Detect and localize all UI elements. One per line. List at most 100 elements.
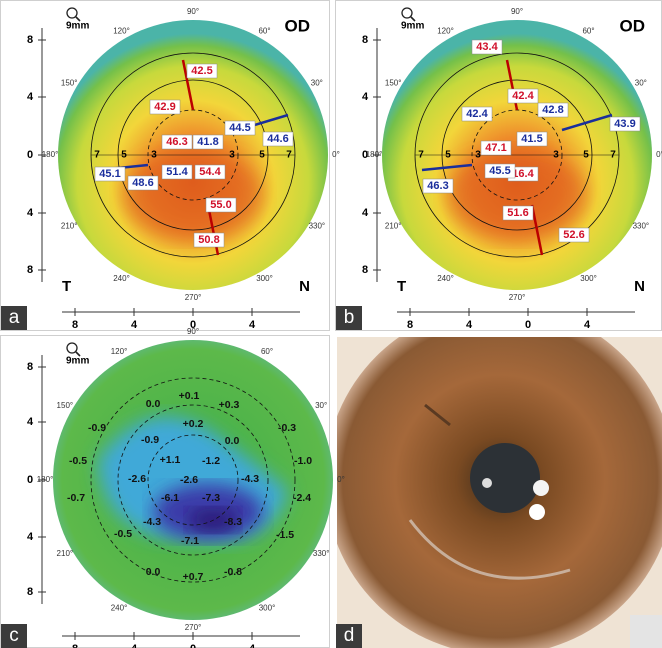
- panel: d: [336, 624, 362, 648]
- angle-label: 0°: [337, 475, 345, 484]
- angle-label: 270°: [185, 623, 202, 632]
- reading: -0.7: [67, 492, 85, 504]
- angle-label: 60°: [261, 347, 273, 356]
- reading: 45.1: [99, 168, 120, 180]
- reading: -6.1: [161, 492, 179, 504]
- reading: -7.3: [202, 492, 220, 504]
- ring-label: 7: [94, 150, 100, 161]
- reading: -4.3: [143, 516, 161, 528]
- axis-label: 4: [27, 207, 34, 219]
- reading: 42.4: [512, 90, 534, 102]
- zoom-label: 9mm: [66, 356, 89, 367]
- side-label: N: [634, 278, 645, 295]
- ring-label: 7: [286, 150, 292, 161]
- panel-letter: a: [9, 307, 20, 328]
- axis-label: 0: [190, 643, 196, 648]
- reading: -0.9: [88, 422, 106, 434]
- axis-label: 4: [362, 91, 369, 103]
- reading: -0.3: [278, 422, 296, 434]
- map-hotspot: [123, 150, 263, 240]
- reading: -2.6: [128, 473, 146, 485]
- ring-label: 5: [583, 150, 589, 161]
- angle-label: 240°: [111, 603, 128, 612]
- angle-label: 210°: [61, 222, 78, 231]
- axis-label: 8: [27, 264, 33, 276]
- reading: -2.6: [180, 474, 198, 486]
- angle-label: 120°: [113, 26, 130, 35]
- ring-label: 5: [259, 150, 265, 161]
- reading: 43.9: [614, 118, 635, 130]
- reading: -1.2: [202, 455, 220, 467]
- axis-label: 0: [27, 474, 33, 486]
- reading: -0.5: [69, 455, 87, 467]
- ring-label: 3: [229, 150, 235, 161]
- axis-label: 8: [407, 319, 413, 331]
- reading: 42.4: [466, 108, 488, 120]
- reading: -8.3: [224, 516, 242, 528]
- reading: -0.8: [224, 566, 242, 578]
- axis-label: 4: [249, 319, 256, 331]
- reading: 41.5: [521, 133, 542, 145]
- eye-label: OD: [285, 16, 311, 35]
- reading: -4.3: [241, 473, 259, 485]
- panel-letter: d: [344, 625, 355, 646]
- reading: -2.4: [293, 492, 311, 504]
- reading: 0.0: [146, 398, 161, 410]
- reading: -7.1: [181, 535, 199, 547]
- zoom-label: 9mm: [401, 21, 424, 32]
- angle-label: 90°: [511, 7, 523, 16]
- axis-label: 8: [27, 34, 33, 46]
- axis-label: 4: [27, 91, 34, 103]
- angle-label: 330°: [633, 222, 650, 231]
- side-label: T: [62, 278, 71, 295]
- reading: 42.9: [154, 101, 175, 113]
- angle-label: 30°: [315, 401, 327, 410]
- reading: 44.6: [267, 133, 288, 145]
- angle-label: 60°: [582, 26, 594, 35]
- angle-label: 150°: [385, 79, 402, 88]
- reading: 54.4: [199, 166, 221, 178]
- axis-label: 0: [27, 149, 33, 161]
- panel-letter: c: [9, 625, 19, 646]
- map-hotspot: [447, 150, 587, 240]
- reading: 41.8: [197, 136, 218, 148]
- reading: +0.3: [219, 399, 240, 411]
- reading: 42.5: [191, 65, 212, 77]
- angle-label: 240°: [113, 274, 130, 283]
- reading: 46.3: [166, 136, 187, 148]
- reading: +0.7: [183, 571, 204, 583]
- reading: 51.6: [507, 207, 528, 219]
- axis-label: 4: [27, 416, 34, 428]
- angle-label: 210°: [57, 549, 74, 558]
- axis-label: 4: [249, 643, 256, 648]
- angle-label: 0°: [332, 150, 340, 159]
- ring-label: 7: [418, 150, 424, 161]
- eye-photo: [325, 305, 662, 648]
- reading: 16.4: [512, 168, 534, 180]
- angle-label: 270°: [185, 293, 202, 302]
- ring-label: 3: [475, 150, 481, 161]
- reading: -1.0: [294, 455, 312, 467]
- axis-label: 4: [466, 319, 473, 331]
- axis-label: 0: [525, 319, 531, 331]
- zoom-label: 9mm: [66, 21, 89, 32]
- angle-label: 120°: [111, 347, 128, 356]
- reading: 45.5: [489, 165, 510, 177]
- ring-label: 3: [553, 150, 559, 161]
- angle-label: 210°: [385, 222, 402, 231]
- axis-label: 8: [72, 643, 78, 648]
- reading: +0.2: [183, 418, 204, 430]
- reading: 50.8: [198, 234, 219, 246]
- angle-label: 90°: [187, 7, 199, 16]
- angle-label: 300°: [580, 274, 597, 283]
- eye-label: OD: [620, 16, 646, 35]
- angle-label: 30°: [311, 79, 323, 88]
- axis-label: 8: [27, 361, 33, 373]
- axis-label: 0: [362, 149, 368, 161]
- reading: -0.5: [114, 528, 132, 540]
- angle-label: 330°: [313, 549, 330, 558]
- reading: +0.1: [179, 390, 200, 402]
- axis-label: 8: [72, 319, 78, 331]
- reading: -1.5: [276, 529, 294, 541]
- angle-label: 300°: [256, 274, 273, 283]
